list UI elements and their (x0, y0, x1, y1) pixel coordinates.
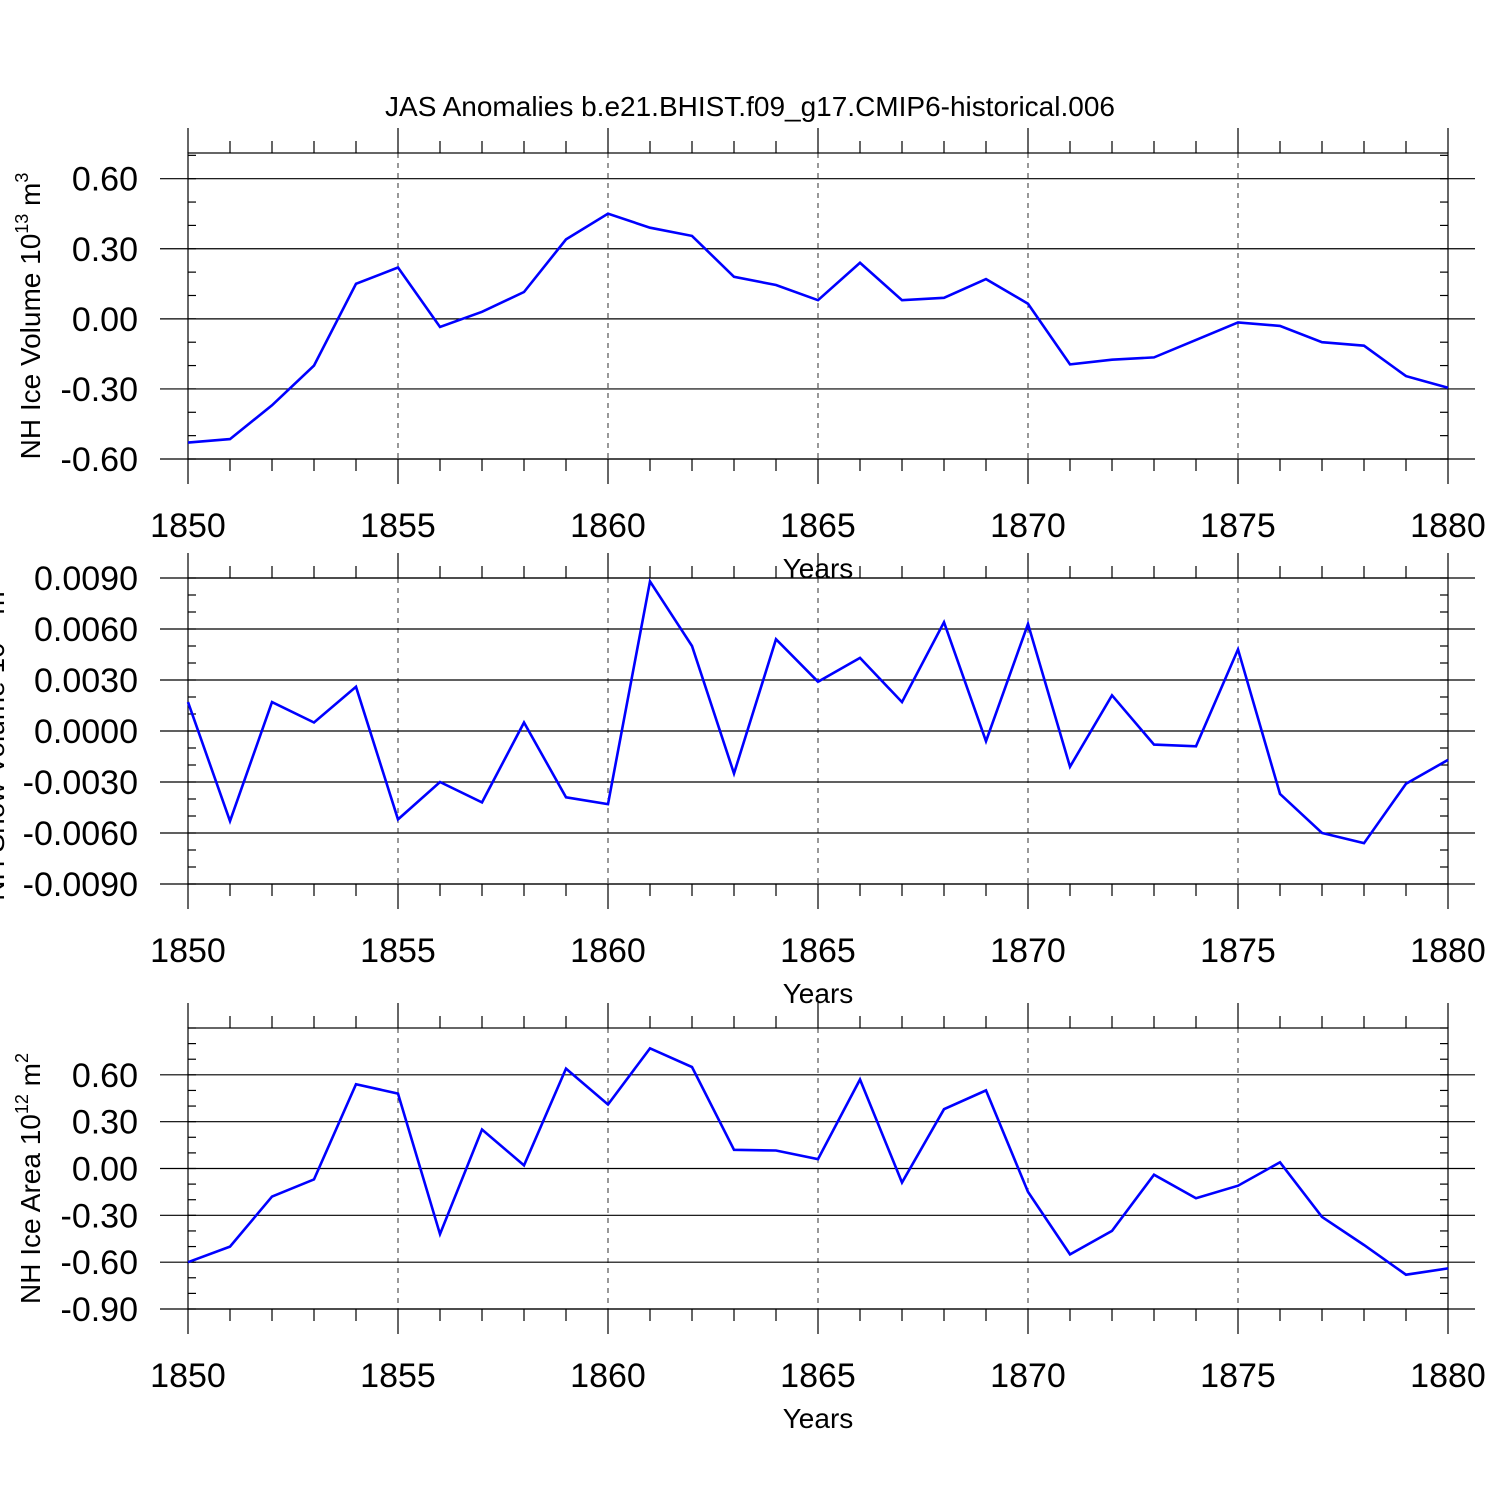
x-tick-label: 1850 (150, 507, 226, 545)
x-tick-label: 1870 (990, 507, 1066, 545)
x-tick-label: 1865 (780, 1357, 856, 1395)
x-tick-label: 1880 (1410, 507, 1486, 545)
y-tick-label: -0.60 (61, 1244, 139, 1282)
x-tick-label: 1860 (570, 507, 646, 545)
x-tick-label: 1880 (1410, 932, 1486, 970)
x-tick-label: 1855 (360, 932, 436, 970)
x-axis-title: Years (783, 1403, 854, 1434)
y-tick-label: -0.0090 (23, 866, 138, 904)
panels: 1850 1855 1860 1865 1870 1875 1880 -0.60 -0.30 0.… (0, 128, 1486, 1434)
x-tick-label: 1860 (570, 1357, 646, 1395)
y-tick-label: -0.90 (61, 1291, 139, 1329)
y-tick-label: 0.0000 (34, 713, 138, 751)
y-tick-label: 0.30 (72, 231, 138, 269)
y-tick-label: 0.00 (72, 301, 138, 339)
x-tick-label: 1850 (150, 1357, 226, 1395)
panel-2: 1850 1855 1860 1865 1870 1875 1880 -0.0090 -0.00… (0, 553, 1486, 1009)
figure-title: JAS Anomalies b.e21.BHIST.f09_g17.CMIP6-… (385, 91, 1115, 122)
x-tick-label: 1880 (1410, 1357, 1486, 1395)
x-tick-label: 1850 (150, 932, 226, 970)
y-axis-title: NH Snow Volume 1013 m3 (0, 581, 10, 901)
y-tick-label: 0.0030 (34, 662, 138, 700)
x-tick-label: 1865 (780, 932, 856, 970)
series-line (187, 1046, 1449, 1277)
x-tick-label: 1870 (990, 1357, 1066, 1395)
panel-3: 1850 1855 1860 1865 1870 1875 1880 -0.90 -0.60 -0… (12, 1003, 1486, 1434)
x-tick-label: 1865 (780, 507, 856, 545)
y-tick-label: 0.60 (72, 1057, 138, 1095)
series-line (187, 212, 1449, 444)
y-tick-label: 0.60 (72, 161, 138, 199)
panel-1: 1850 1855 1860 1865 1870 1875 1880 -0.60 -0.30 0.… (12, 128, 1486, 584)
y-tick-label: -0.0060 (23, 815, 138, 853)
y-tick-label: 0.00 (72, 1151, 138, 1189)
y-tick-label: -0.60 (61, 441, 139, 479)
x-tick-label: 1875 (1200, 1357, 1276, 1395)
y-axis-title: NH Ice Area 1012 m2 (12, 1053, 46, 1304)
y-tick-label: -0.30 (61, 1197, 139, 1235)
y-tick-label: 0.0090 (34, 560, 138, 598)
x-tick-label: 1875 (1200, 507, 1276, 545)
y-tick-label: 0.0060 (34, 611, 138, 649)
y-tick-label: -0.0030 (23, 764, 138, 802)
x-tick-label: 1855 (360, 507, 436, 545)
x-tick-label: 1875 (1200, 932, 1276, 970)
x-tick-label: 1855 (360, 1357, 436, 1395)
x-tick-label: 1870 (990, 932, 1066, 970)
y-tick-label: 0.30 (72, 1104, 138, 1142)
y-tick-label: -0.30 (61, 371, 139, 409)
y-axis-title: NH Ice Volume 1013 m3 (12, 173, 46, 460)
x-tick-label: 1860 (570, 932, 646, 970)
